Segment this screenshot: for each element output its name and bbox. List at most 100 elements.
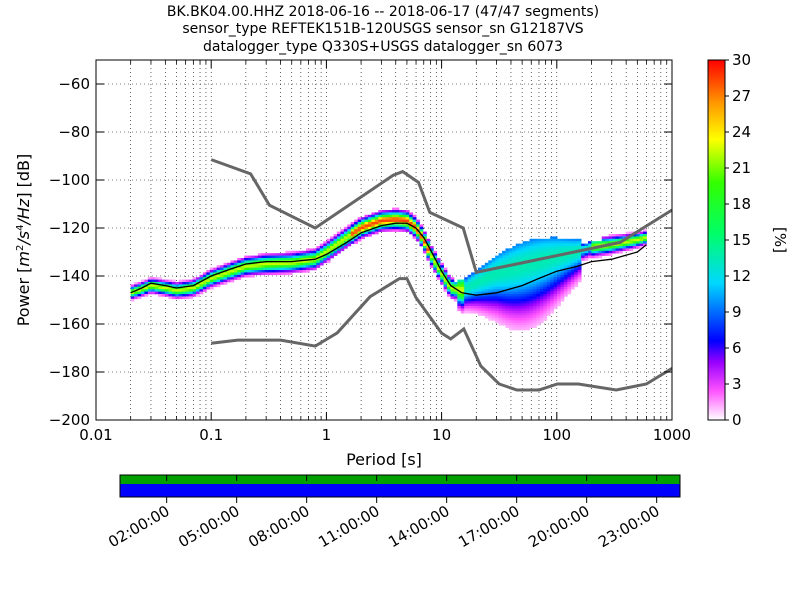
pdf-cell (543, 279, 548, 283)
pdf-cell (264, 272, 269, 276)
pdf-cell (526, 322, 530, 326)
pdf-cell (323, 258, 328, 261)
pdf-cell (453, 282, 458, 285)
pdf-cell (570, 262, 575, 266)
pdf-cell (577, 270, 582, 273)
pdf-cell (257, 270, 262, 273)
pdf-cell (216, 284, 221, 288)
pdf-cell (216, 279, 221, 283)
pdf-cell (395, 229, 400, 232)
pdf-cell (491, 272, 496, 276)
pdf-cell (495, 277, 499, 280)
pdf-cell (154, 282, 159, 285)
pdf-cell (481, 296, 486, 300)
pdf-cell (488, 274, 493, 278)
pdf-cell (302, 262, 307, 266)
pdf-cell (275, 265, 279, 268)
pdf-cell (491, 318, 496, 321)
pdf-cell (608, 250, 613, 254)
pdf-cell (371, 217, 376, 220)
pdf-cell (550, 289, 555, 292)
pdf-cell (622, 248, 627, 252)
pdf-cell (306, 262, 310, 266)
pdf-cell (643, 243, 647, 247)
pdf-cell (402, 229, 407, 232)
pdf-cell (467, 277, 472, 280)
pdf-cell (608, 246, 613, 249)
pdf-cell (361, 222, 365, 225)
pdf-cell (543, 303, 548, 307)
pdf-cell (333, 246, 338, 249)
pdf-cell (223, 262, 228, 266)
pdf-cell (275, 270, 279, 273)
pdf-cell (515, 303, 520, 307)
pdf-cell (629, 246, 634, 249)
pdf-cell (526, 308, 530, 312)
pdf-cell (213, 272, 218, 276)
pdf-cell (254, 258, 259, 261)
pdf-cell (563, 277, 568, 280)
pdf-cell (550, 270, 555, 273)
pdf-cell (405, 219, 410, 223)
pdf-cell (326, 255, 331, 259)
pdf-cell (601, 253, 606, 256)
pdf-cell (230, 274, 235, 278)
pdf-cell (398, 219, 403, 223)
pdf-cell (316, 258, 321, 261)
pdf-cell (522, 289, 527, 292)
pdf-cell (543, 291, 548, 295)
pdf-cell (488, 294, 493, 297)
pdf-cell (481, 272, 486, 276)
pdf-cell (226, 272, 231, 276)
pdf-cell (546, 267, 551, 271)
pdf-cell (539, 308, 544, 312)
pdf-cell (264, 255, 269, 259)
pdf-cell (591, 248, 596, 252)
pdf-cell (450, 277, 455, 280)
pdf-cell (175, 284, 180, 288)
pdf-cell (550, 298, 555, 302)
pdf-cell (230, 272, 235, 276)
pdf-cell (281, 262, 286, 266)
pdf-cell (550, 296, 555, 300)
pdf-cell (395, 210, 400, 213)
pdf-cell (251, 258, 255, 261)
pdf-cell (443, 286, 448, 290)
pdf-cell (412, 214, 417, 218)
pdf-cell (536, 289, 541, 292)
pdf-cell (502, 253, 506, 256)
pdf-cell (247, 260, 252, 264)
pdf-cell (570, 274, 575, 278)
pdf-cell (532, 238, 537, 242)
pdf-cell (257, 265, 262, 268)
pdf-cell (233, 265, 238, 268)
x-tick-label: 1 (322, 426, 332, 444)
pdf-cell (539, 238, 544, 242)
colorbar-tick-label: 24 (732, 123, 751, 141)
pdf-cell (306, 255, 310, 259)
pdf-cell (505, 303, 510, 307)
pdf-cell (550, 253, 555, 256)
plot-frame (95, 59, 673, 421)
pdf-cell (522, 258, 527, 261)
mode-curve-line (130, 222, 647, 296)
pdf-cell (460, 289, 465, 292)
pdf-cell (529, 267, 534, 271)
pdf-cell (168, 289, 173, 292)
pdf-cell (412, 236, 417, 240)
pdf-cell (505, 258, 510, 261)
pdf-cell (536, 318, 541, 321)
pdf-cell (594, 255, 599, 259)
pdf-cell (515, 286, 520, 290)
pdf-cell (306, 253, 310, 256)
pdf-cell (553, 262, 558, 266)
pdf-cell (309, 262, 314, 266)
pdf-cell (312, 260, 317, 264)
pdf-cell (560, 284, 565, 288)
pdf-cell (532, 253, 537, 256)
pdf-cell (467, 286, 472, 290)
pdf-cell (512, 315, 517, 319)
pdf-cell (264, 253, 269, 256)
pdf-cell (361, 224, 365, 228)
pdf-cell (474, 282, 479, 285)
